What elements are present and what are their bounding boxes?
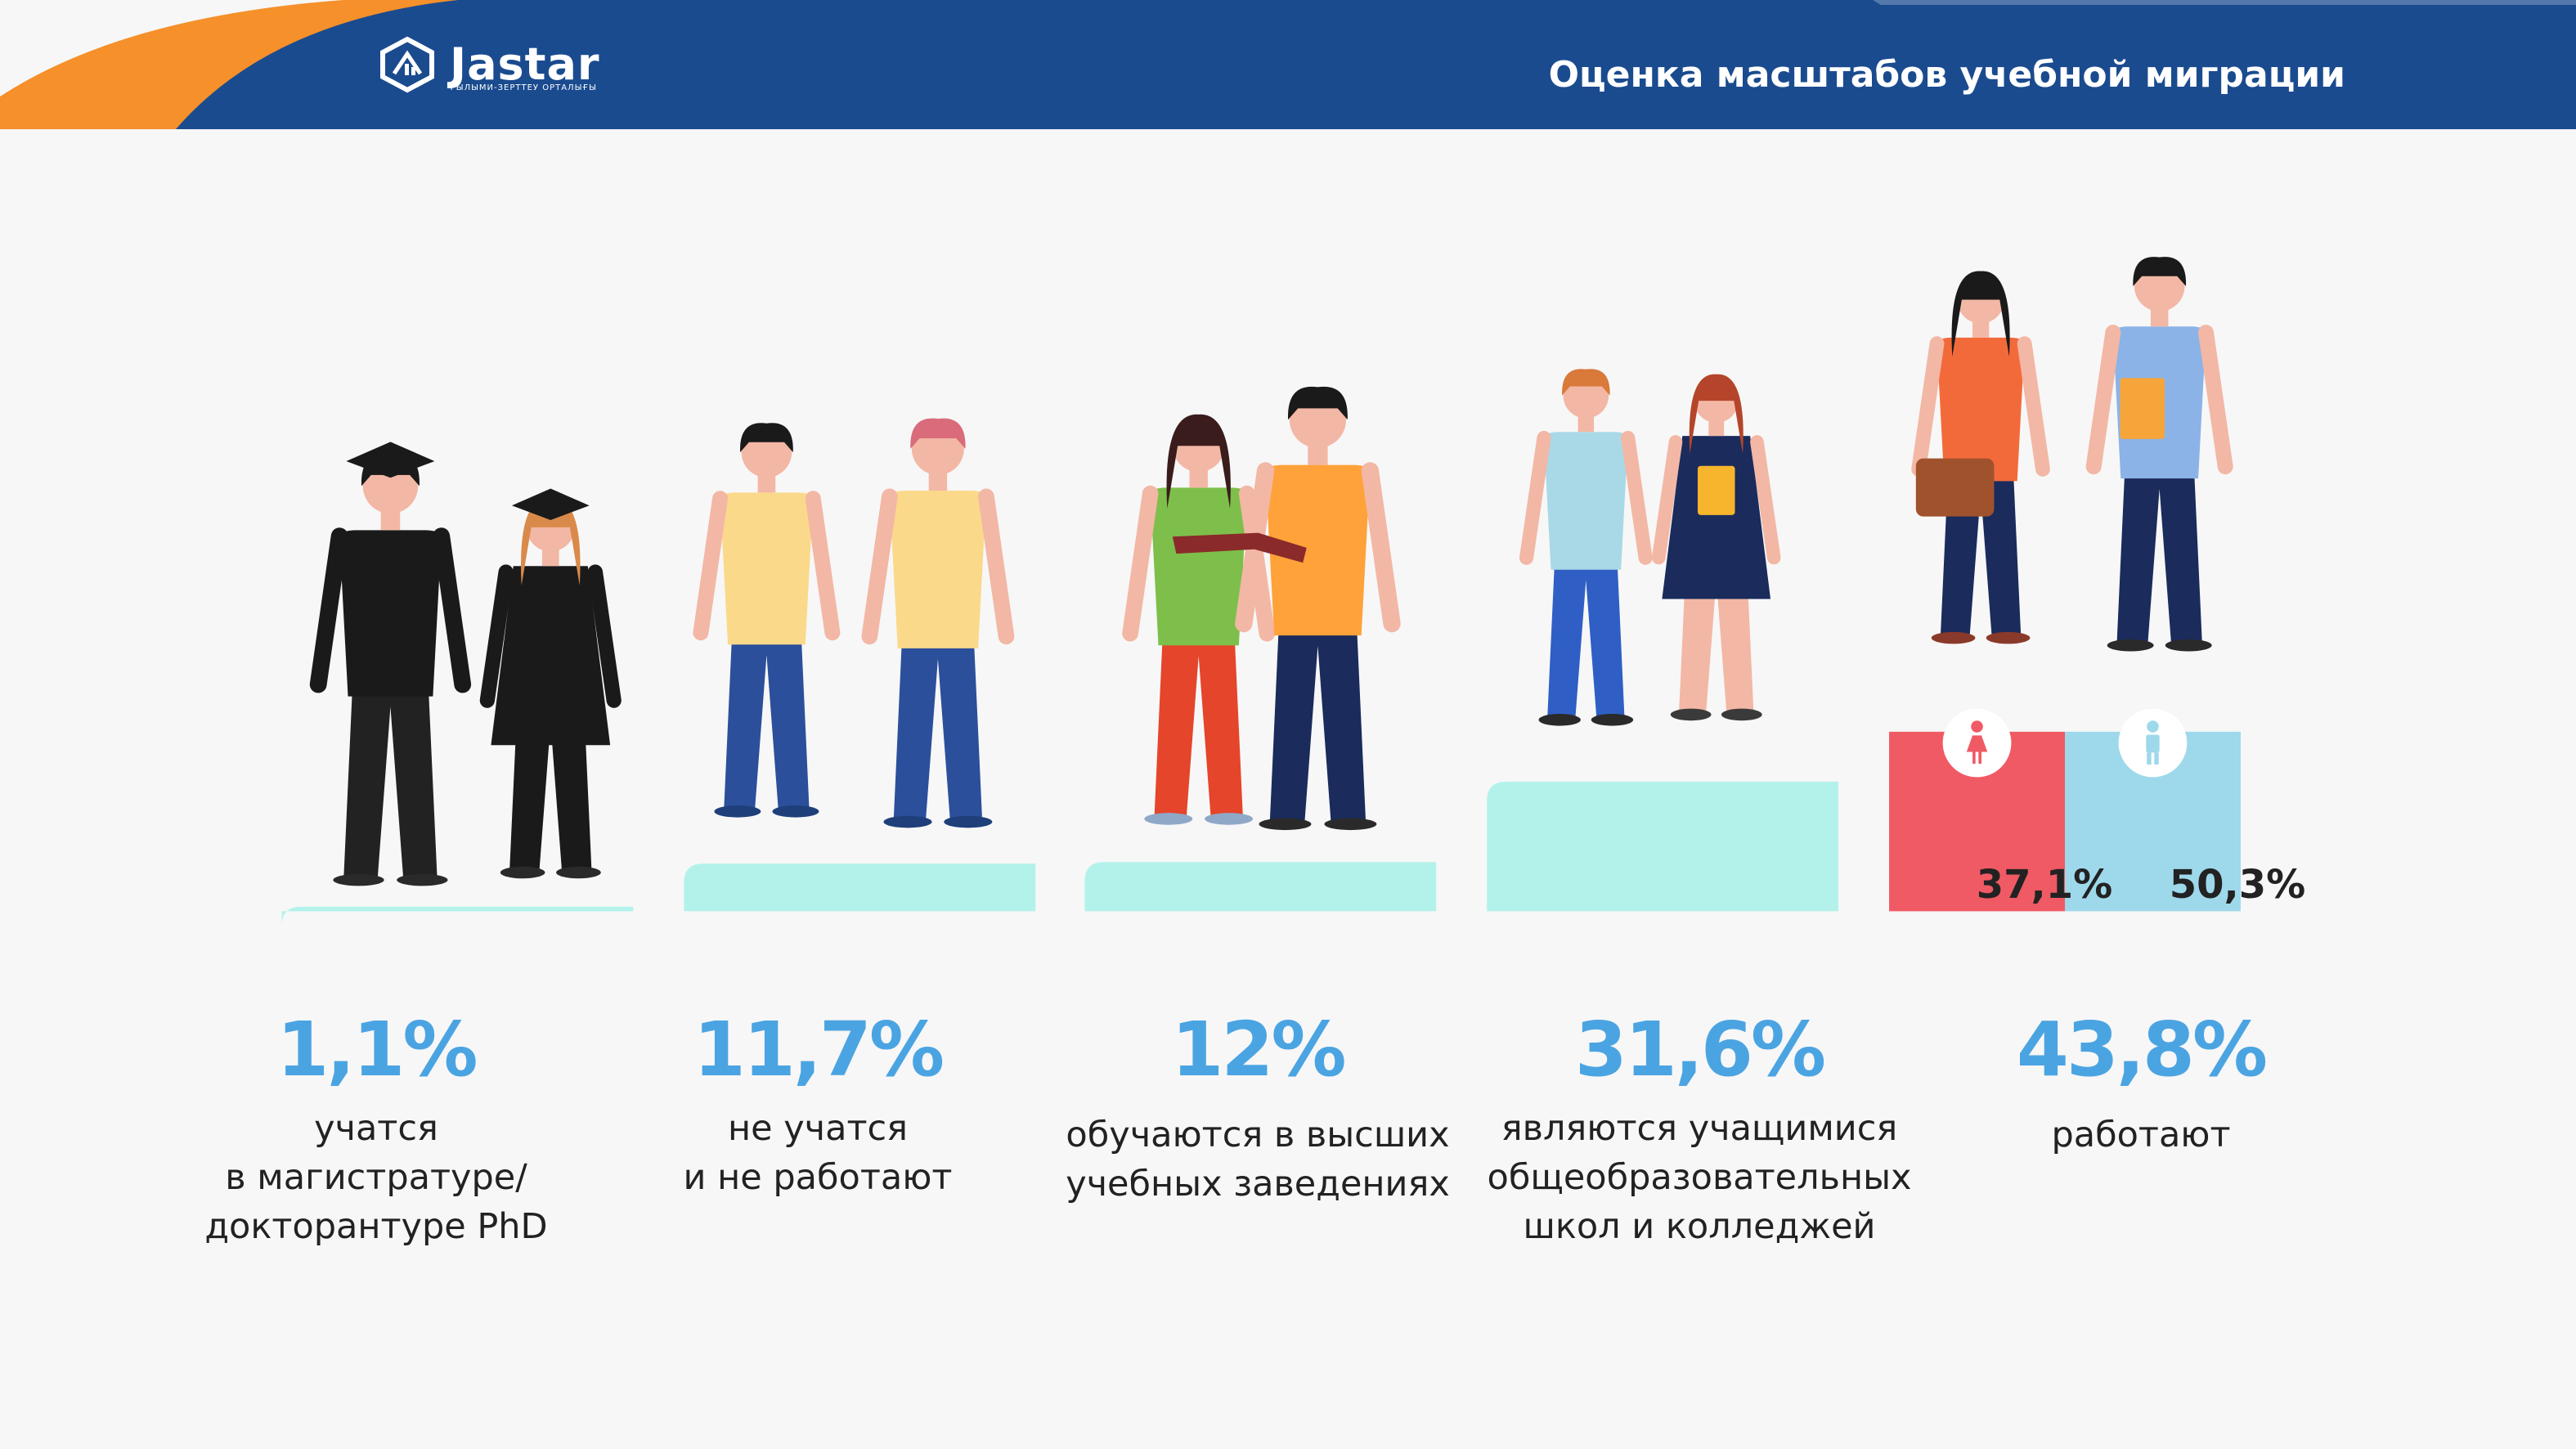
male-share-label: 50,3% xyxy=(2169,862,2306,908)
category-label-1: учатся в магистратуре/ докторантуре PhD xyxy=(204,1108,548,1247)
graduates-illustration xyxy=(309,442,622,886)
header-bar xyxy=(0,0,2576,129)
data-label-5: 43,8% xyxy=(2016,1006,2268,1093)
female-figure-icon xyxy=(1966,720,1988,765)
data-label-3: 12% xyxy=(1171,1006,1346,1093)
category-label-4: являются учащимися общеобразовательных ш… xyxy=(1487,1108,1912,1247)
bar-3 xyxy=(1084,862,1437,912)
book-icon xyxy=(1172,532,1307,563)
data-label-2: 11,7% xyxy=(693,1006,945,1093)
students-reading-illustration xyxy=(1122,386,1401,831)
briefcase-icon xyxy=(1915,458,1995,517)
logo-wordmark: Jastar xyxy=(450,38,600,90)
page-title: Оценка масштабов учебной миграции xyxy=(1548,54,2345,96)
header-blue-band xyxy=(176,0,2576,129)
jastar-logo-icon xyxy=(380,36,434,93)
jastar-logo: Jastar ҒЫЛЫМИ-ЗЕРТТЕУ ОРТАЛЫҒЫ xyxy=(378,36,600,93)
category-label-2: не учатся и не работают xyxy=(683,1108,953,1198)
notebook-icon xyxy=(1697,465,1735,515)
chart-canvas xyxy=(281,257,2241,926)
logo-subtitle: ҒЫЛЫМИ-ЗЕРТТЕУ ОРТАЛЫҒЫ xyxy=(450,83,597,92)
bar-4 xyxy=(1487,781,1839,912)
female-share-label: 37,1% xyxy=(1976,862,2113,908)
data-label-4: 31,6% xyxy=(1574,1006,1826,1093)
male-figure-icon xyxy=(2146,720,2160,765)
category-label-3: обучаются в высших учебных заведениях xyxy=(1066,1115,1450,1205)
folder-icon xyxy=(2120,378,2165,439)
category-label-5: работают xyxy=(2051,1115,2231,1155)
bar-1 xyxy=(281,906,634,926)
idle-youth-illustration xyxy=(693,418,1015,828)
data-label-1: 1,1% xyxy=(276,1006,478,1093)
office-workers-illustration xyxy=(1911,257,2233,652)
school-pupils-illustration xyxy=(1519,369,1781,726)
bar-2 xyxy=(684,864,1036,912)
